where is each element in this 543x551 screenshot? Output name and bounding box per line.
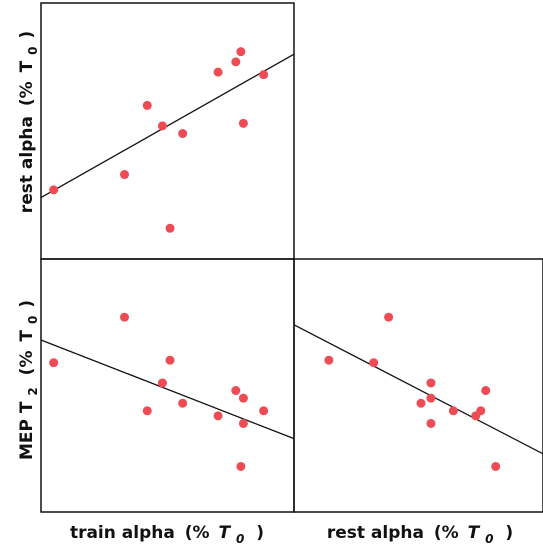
y-axis-title-row2: MEP T 2 (% T 0 )	[17, 300, 42, 460]
data-point	[426, 378, 436, 388]
data-point	[231, 57, 241, 67]
panel-row2-col1	[40, 312, 295, 471]
data-point	[178, 129, 188, 139]
data-point	[426, 418, 436, 428]
data-point	[231, 386, 241, 396]
data-point	[157, 121, 167, 131]
data-point	[259, 406, 269, 416]
data-point	[384, 312, 394, 322]
data-point	[49, 185, 59, 195]
x-axis-title-col2: rest alpha (% T 0 )	[327, 523, 513, 548]
data-point	[448, 406, 458, 416]
data-point	[119, 170, 129, 180]
data-point	[238, 393, 248, 403]
data-point	[165, 223, 175, 233]
panel-frame-row2-col1	[40, 258, 295, 513]
data-point	[157, 378, 167, 388]
data-point	[165, 355, 175, 365]
data-point	[238, 418, 248, 428]
panel-frame-row1-col1	[40, 2, 295, 260]
fit-line	[40, 53, 295, 199]
data-point	[213, 67, 223, 77]
panel-row1-col1	[40, 47, 295, 233]
data-point	[259, 70, 269, 80]
data-point	[142, 100, 152, 110]
y-axis-title-row1: rest alpha (% T 0 )	[17, 31, 42, 213]
fit-line	[40, 339, 295, 440]
x-axis-title-col1: train alpha (% T 0 )	[70, 523, 264, 548]
data-point	[238, 118, 248, 128]
data-point	[491, 461, 501, 471]
data-point	[416, 398, 426, 408]
data-point	[178, 398, 188, 408]
data-point	[142, 406, 152, 416]
panel-frame-row2-col2	[293, 258, 543, 513]
data-point	[49, 358, 59, 368]
data-point	[236, 461, 246, 471]
data-point	[213, 411, 223, 421]
panel-row2-col2	[293, 312, 543, 471]
data-point	[119, 312, 129, 322]
data-point	[369, 358, 379, 368]
data-point	[236, 47, 246, 57]
data-point	[324, 355, 334, 365]
fit-line	[293, 324, 543, 455]
data-point	[476, 406, 486, 416]
data-point	[481, 386, 491, 396]
data-point	[426, 393, 436, 403]
